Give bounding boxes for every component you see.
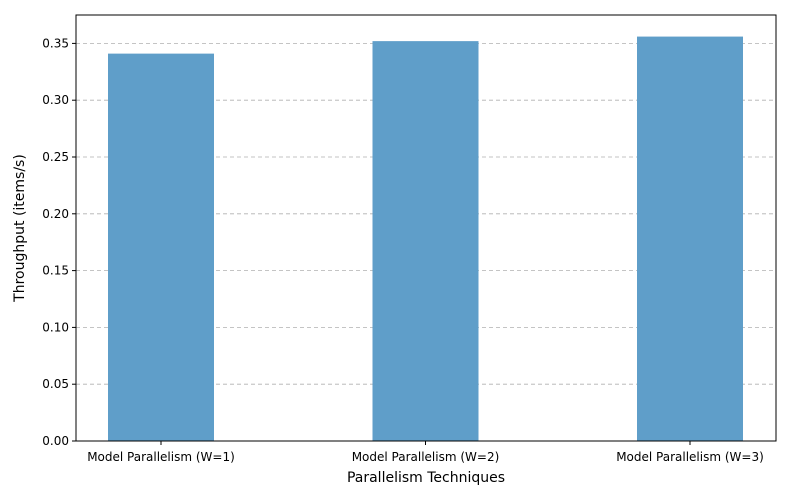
x-axis-title: Parallelism Techniques (347, 470, 505, 486)
x-tick-label: Model Parallelism (W=1) (87, 450, 235, 464)
y-axis-ticks: 0.00 0.05 0.10 0.15 0.20 0.25 0.30 0.35 (42, 36, 76, 448)
x-axis-ticks: Model Parallelism (W=1) Model Parallelism… (87, 441, 764, 464)
x-tick-label: Model Parallelism (W=2) (352, 450, 500, 464)
y-tick-label: 0.35 (42, 36, 69, 50)
y-tick-label: 0.10 (42, 320, 69, 334)
y-tick-label: 0.25 (42, 150, 69, 164)
y-axis-title: Throughput (items/s) (12, 154, 28, 303)
y-tick-label: 0.30 (42, 93, 69, 107)
y-tick-label: 0.20 (42, 207, 69, 221)
bar (637, 36, 743, 442)
bar (108, 53, 214, 442)
y-tick-label: 0.05 (42, 377, 69, 391)
bars (108, 36, 743, 442)
bar (372, 41, 479, 442)
x-tick-label: Model Parallelism (W=3) (616, 450, 764, 464)
y-tick-label: 0.00 (42, 434, 69, 448)
y-tick-label: 0.15 (42, 264, 69, 278)
